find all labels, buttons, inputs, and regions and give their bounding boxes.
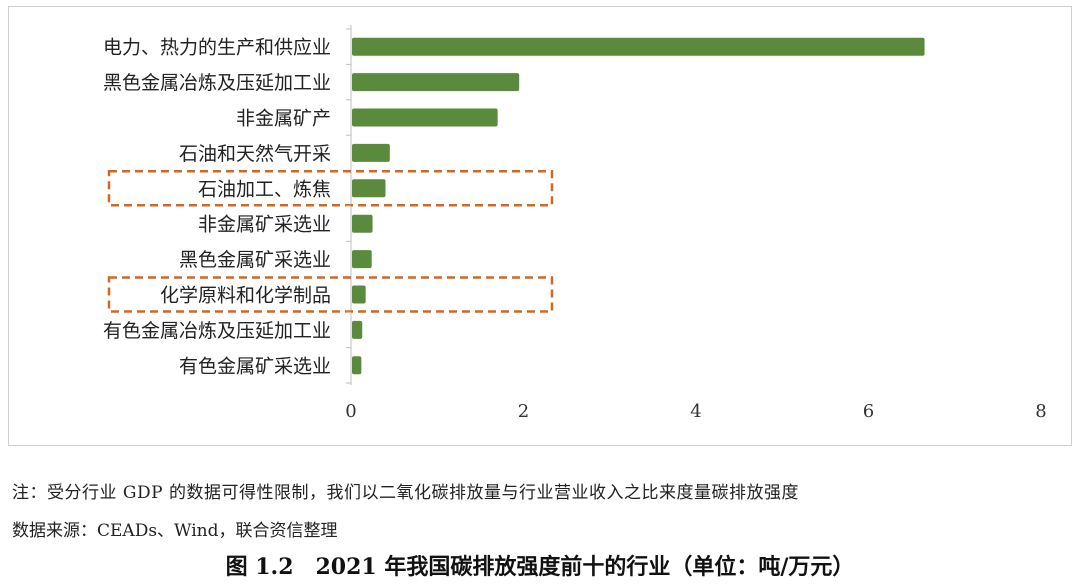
- bar: [352, 285, 366, 304]
- bar: [352, 179, 386, 198]
- category-label: 黑色金属矿采选业: [179, 249, 331, 271]
- category-label: 石油加工、炼焦: [198, 178, 331, 200]
- x-tick-label: 2: [518, 401, 529, 422]
- bar: [352, 214, 373, 233]
- bar: [352, 73, 520, 92]
- bar: [352, 250, 372, 269]
- x-tick-label: 8: [1035, 401, 1046, 422]
- chart-note: 注：受分行业 GDP 的数据可得性限制，我们以二氧化碳排放量与行业营业收入之比来…: [12, 483, 799, 503]
- data-source: 数据来源：CEADs、Wind，联合资信整理: [12, 521, 338, 541]
- x-tick-label: 4: [690, 401, 701, 422]
- category-label: 化学原料和化学制品: [160, 285, 331, 307]
- bar: [352, 320, 363, 339]
- highlight-box: [107, 170, 554, 207]
- bar: [352, 143, 390, 162]
- x-tick-label: 6: [863, 401, 874, 422]
- category-label: 有色金属矿采选业: [179, 355, 331, 377]
- bar: [352, 37, 925, 56]
- category-label: 石油和天然气开采: [179, 143, 331, 165]
- bar-chart: 电力、热力的生产和供应业黑色金属冶炼及压延加工业非金属矿产石油和天然气开采石油加…: [103, 25, 1047, 422]
- category-label: 电力、热力的生产和供应业: [103, 37, 331, 59]
- category-label: 有色金属冶炼及压延加工业: [103, 320, 331, 342]
- bar: [352, 108, 498, 127]
- highlight-box: [107, 276, 554, 313]
- x-tick-label: 0: [345, 401, 356, 422]
- category-label: 非金属矿产: [236, 108, 331, 130]
- category-label: 非金属矿采选业: [198, 214, 331, 236]
- figure-caption: 图 1.2 2021 年我国碳排放强度前十的行业（单位：吨/万元）: [225, 554, 855, 580]
- category-label: 黑色金属冶炼及压延加工业: [103, 72, 331, 94]
- bar: [352, 356, 362, 375]
- chart-area: 电力、热力的生产和供应业 黑色金属冶炼及压延加工业非金属矿产石油和天然气开采石油加…: [8, 6, 1072, 446]
